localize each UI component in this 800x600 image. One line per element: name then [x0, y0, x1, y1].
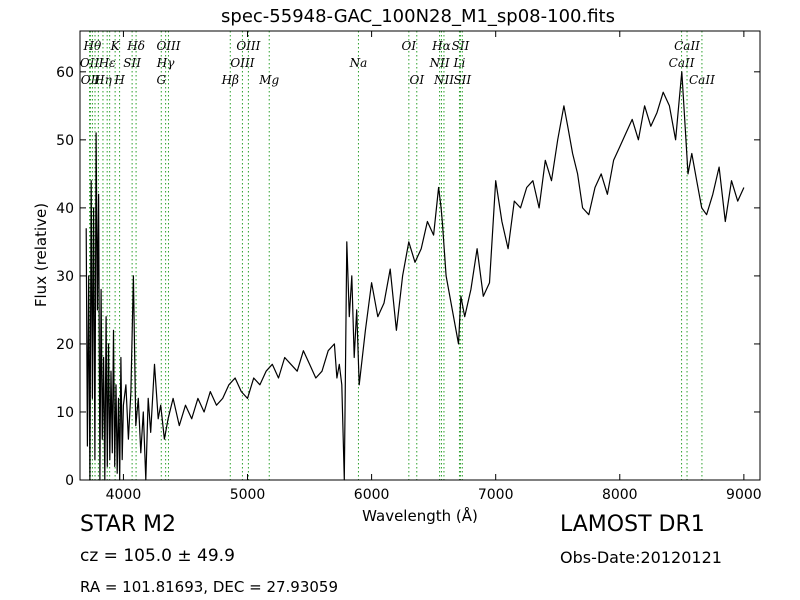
- marker-label: CaII: [689, 73, 715, 87]
- x-tick-label: 8000: [602, 487, 638, 503]
- marker-label: Li: [453, 56, 466, 70]
- x-tick-label: 5000: [230, 487, 266, 503]
- marker-label: Mg: [258, 73, 279, 87]
- object-class: STAR M2: [80, 512, 177, 537]
- x-tick-label: 4000: [106, 487, 142, 503]
- marker-label: SII: [123, 56, 141, 70]
- marker-label: CaII: [674, 39, 700, 53]
- marker-label: OIII: [236, 39, 260, 53]
- x-axis-label: Wavelength (Å): [362, 506, 478, 525]
- marker-label: Hε: [98, 56, 116, 70]
- marker-label: Na: [349, 56, 368, 70]
- marker-label: CaII: [669, 56, 695, 70]
- y-tick-label: 10: [56, 405, 74, 421]
- y-tick-label: 30: [56, 269, 74, 285]
- marker-label: NII: [429, 56, 450, 70]
- marker-label: Hθ: [83, 39, 102, 53]
- marker-label: OIII: [230, 56, 254, 70]
- x-tick-label: 6000: [354, 487, 390, 503]
- marker-label: SII: [452, 39, 470, 53]
- y-tick-label: 60: [56, 65, 74, 81]
- redshift-cz: cz = 105.0 ± 49.9: [80, 546, 235, 566]
- marker-label: OI: [402, 39, 417, 53]
- y-tick-label: 0: [65, 473, 74, 489]
- marker-label: NII: [433, 73, 454, 87]
- marker-label: G: [156, 73, 166, 87]
- series-layer: [85, 71, 745, 481]
- y-tick-label: 50: [56, 133, 74, 149]
- y-tick-label: 20: [56, 337, 74, 353]
- marker-label: OII: [80, 56, 100, 70]
- marker-label: SII: [453, 73, 471, 87]
- marker-label: Hα: [431, 39, 451, 53]
- marker-label: K: [110, 39, 121, 53]
- marker-label: Hβ: [221, 73, 239, 87]
- marker-label: Hη: [93, 73, 112, 87]
- marker-label: Hγ: [156, 56, 175, 70]
- chart-title: spec-55948-GAC_100N28_M1_sp08-100.fits: [221, 6, 615, 27]
- marker-label: H: [113, 73, 125, 87]
- spectrum-series-line: [85, 71, 745, 481]
- y-tick-label: 40: [56, 201, 74, 217]
- ra-dec-coordinates: RA = 101.81693, DEC = 27.93059: [80, 578, 339, 596]
- marker-label: OI: [409, 73, 424, 87]
- plot-frame: [79, 30, 761, 481]
- marker-label: OIII: [156, 39, 180, 53]
- survey-name: LAMOST DR1: [560, 512, 705, 537]
- y-axis-label: Flux (relative): [32, 203, 50, 307]
- axes: 4000 5000 6000 7000 8000 9000 0 10 20 30 40 50 60: [56, 31, 762, 503]
- observation-date: Obs-Date:20120121: [560, 548, 722, 567]
- marker-label: Hδ: [126, 39, 145, 53]
- x-tick-label: 7000: [478, 487, 514, 503]
- x-tick-label: 9000: [726, 487, 762, 503]
- line-markers: OIIOIIHθHηHεKHSIIHδGHγOIIIHβOIIIOIIIMgNa…: [80, 31, 715, 480]
